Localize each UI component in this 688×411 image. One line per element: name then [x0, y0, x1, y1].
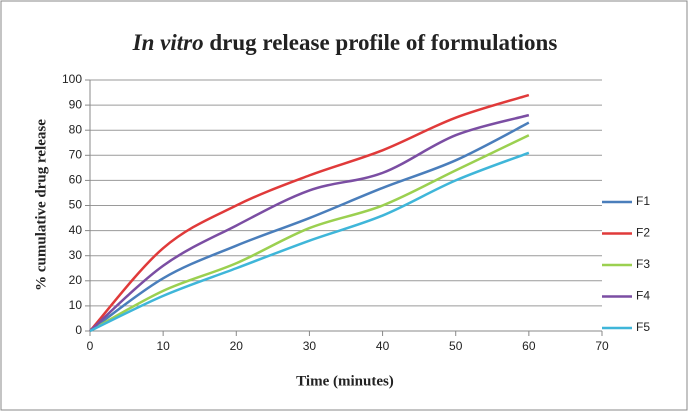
y-tick-label: 10 — [69, 298, 83, 312]
y-tick-label: 100 — [62, 72, 82, 86]
x-tick-label: 60 — [522, 339, 536, 353]
legend-label: F1 — [636, 194, 650, 208]
x-tick-label: 10 — [156, 339, 170, 353]
y-tick-label: 0 — [75, 323, 82, 337]
y-tick-label: 40 — [69, 223, 83, 237]
y-tick-label: 50 — [69, 198, 83, 212]
title-rest: drug release profile of formulations — [209, 30, 557, 55]
x-tick-label: 0 — [87, 339, 94, 353]
y-tick-label: 80 — [69, 122, 83, 136]
legend-label: F4 — [636, 289, 650, 303]
x-tick-label: 70 — [595, 339, 609, 353]
series-line — [89, 151, 530, 333]
legend-label: F5 — [636, 320, 650, 334]
x-tick-label: 30 — [303, 339, 317, 353]
y-tick-label: 20 — [69, 273, 83, 287]
x-tick-label: 40 — [376, 339, 390, 353]
y-axis-label: % cumulative drug release — [33, 119, 49, 291]
y-tick-label: 60 — [69, 173, 83, 187]
series-line — [89, 134, 530, 333]
series-line — [89, 93, 530, 332]
x-tick-label: 50 — [449, 339, 463, 353]
y-tick-label: 70 — [69, 147, 83, 161]
legend-label: F3 — [636, 257, 650, 271]
legend-label: F2 — [636, 226, 650, 240]
series-line — [89, 121, 530, 333]
title-italic: In vitro — [132, 30, 204, 55]
series-line — [89, 113, 530, 332]
y-tick-label: 90 — [69, 97, 83, 111]
chart-title: In vitro drug release profile of formula… — [132, 30, 558, 55]
y-tick-label: 30 — [69, 248, 83, 262]
x-axis-label: Time (minutes) — [296, 373, 394, 389]
x-tick-label: 20 — [230, 339, 244, 353]
